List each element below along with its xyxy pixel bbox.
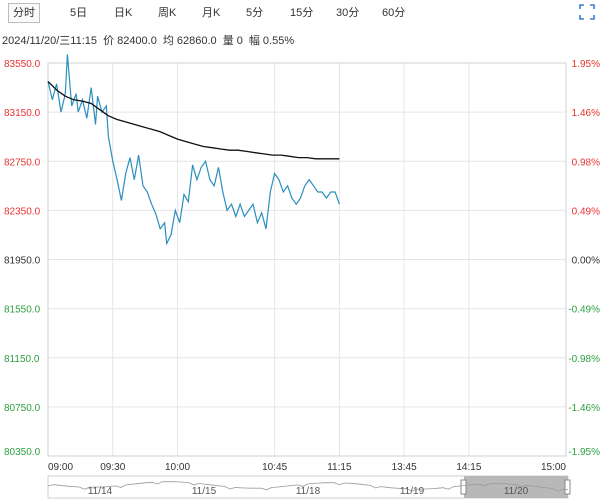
x-tick-label: 10:45 <box>262 462 287 473</box>
navigator-trend <box>47 481 569 492</box>
tab-minute[interactable]: 分时 <box>8 3 40 23</box>
fullscreen-icon[interactable] <box>579 4 595 20</box>
y-tick-label-right: -0.49% <box>568 305 600 316</box>
price-label: 价 <box>103 35 115 47</box>
time-navigator: 11/14 11/15 11/18 11/19 11/20 <box>47 475 571 499</box>
navigator-date-label: 11/15 <box>192 486 217 497</box>
y-tick-label: 83150.0 <box>4 108 41 119</box>
price-line <box>47 54 340 246</box>
volume-label: 量 <box>222 35 234 47</box>
plot-border <box>47 62 567 457</box>
tab-week-k[interactable]: 周K <box>158 7 177 19</box>
y-tick-label: 82350.0 <box>4 206 41 217</box>
x-tick-label: 13:45 <box>392 462 417 473</box>
avg-line <box>47 80 340 160</box>
y-tick-label-right: 1.46% <box>572 108 600 119</box>
tab-day-k[interactable]: 日K <box>114 7 133 19</box>
y-axis-right: 1.95% 1.46% 0.98% 0.49% 0.00% -0.49% -0.98% -1.… <box>568 59 600 458</box>
x-tick-label: 15:00 <box>541 462 566 473</box>
y-tick-label-right: 0.98% <box>572 157 600 168</box>
y-tick-label: 82750.0 <box>4 157 41 168</box>
volume-value: 0 <box>236 35 243 47</box>
x-tick-label: 11:15 <box>327 462 352 473</box>
x-tick-label: 09:30 <box>100 462 125 473</box>
tab-30min[interactable]: 30分 <box>336 7 360 19</box>
y-tick-label: 81550.0 <box>4 305 41 316</box>
x-tick-label: 09:00 <box>48 462 73 473</box>
y-tick-label-right: 1.95% <box>572 59 600 70</box>
y-tick-label: 81950.0 <box>4 256 41 267</box>
y-tick-label-right: 0.00% <box>572 256 600 267</box>
navigator-selection <box>464 476 568 498</box>
avg-value: 62860.0 <box>176 35 217 47</box>
price-value: 82400.0 <box>117 35 157 47</box>
y-tick-label-right: -0.98% <box>568 354 600 365</box>
y-tick-label: 81150.0 <box>4 354 40 365</box>
x-tick-label: 14:15 <box>456 462 481 473</box>
avg-label: 均 <box>162 35 174 47</box>
y-tick-label: 80350.0 <box>4 447 41 458</box>
navigator-date-label: 11/20 <box>504 486 529 497</box>
change-value: 0.55% <box>262 35 295 47</box>
tab-month-k[interactable]: 月K <box>202 7 221 19</box>
navigator-handle-left[interactable] <box>460 479 467 495</box>
y-tick-label-right: 0.49% <box>572 206 600 217</box>
change-label: 幅 <box>248 35 260 47</box>
chart-grid <box>47 62 567 457</box>
x-tick-label: 10:00 <box>165 462 190 473</box>
y-tick-label: 80750.0 <box>4 403 41 414</box>
datetime: 2024/11/20/三11:15 <box>2 35 98 47</box>
navigator-handle-right[interactable] <box>564 479 571 495</box>
x-axis: 09:00 09:30 10:00 10:45 11:15 13:45 14:15 15:00 <box>48 462 566 473</box>
navigator-date-label: 11/19 <box>400 486 425 497</box>
y-tick-label-right: -1.46% <box>568 403 600 414</box>
y-axis-left: 83550.0 83150.0 82750.0 82350.0 81950.0 81550… <box>4 59 41 458</box>
tab-60min[interactable]: 60分 <box>382 7 406 19</box>
period-tabs: 分时 5日 日K 周K 月K 5分 15分 30分 60分 <box>0 0 605 26</box>
y-tick-label-right: -1.95% <box>568 447 600 458</box>
navigator-date-label: 11/14 <box>88 486 113 497</box>
y-tick-label: 83550.0 <box>4 59 41 70</box>
tab-5day[interactable]: 5日 <box>70 7 88 19</box>
navigator-date-label: 11/18 <box>296 486 321 497</box>
tab-5min[interactable]: 5分 <box>246 7 264 19</box>
tab-15min[interactable]: 15分 <box>290 7 314 19</box>
chart-lines <box>47 54 340 246</box>
